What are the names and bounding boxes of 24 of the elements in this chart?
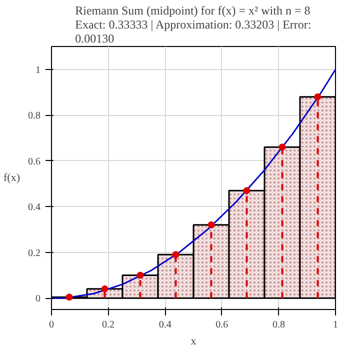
point bbox=[314, 93, 322, 100]
point bbox=[208, 221, 215, 228]
x-tick-label: 0.2 bbox=[102, 320, 115, 330]
point bbox=[278, 144, 286, 151]
point bbox=[172, 251, 180, 258]
y-tick-label: 0.4 bbox=[28, 202, 40, 214]
x-tick-label: 0.8 bbox=[272, 320, 285, 330]
x-tick-label: 1 bbox=[333, 320, 338, 330]
x-tick-label: 0.6 bbox=[216, 320, 228, 330]
y-tick-label: 1 bbox=[36, 64, 40, 76]
point bbox=[136, 272, 144, 279]
x-tick-label: 0.4 bbox=[158, 320, 172, 330]
y-axis-title: f(x) bbox=[4, 172, 20, 184]
y-tick-label: 0.8 bbox=[28, 110, 40, 122]
y-tick-label: 0.6 bbox=[28, 156, 40, 168]
point bbox=[66, 294, 73, 301]
x-tick-label: 0 bbox=[49, 320, 54, 330]
x-axis-title: x bbox=[190, 336, 197, 348]
point bbox=[101, 285, 108, 292]
chart-subtitle: Exact: 0.33333 | Approximation: 0.33203 | Error: 0.00130 bbox=[75, 18, 312, 46]
y-tick-label: 0.2 bbox=[28, 248, 40, 259]
y-tick-label: 0 bbox=[36, 294, 40, 305]
chart-title: Riemann Sum (midpoint) for f(x) = x² with n = 8 bbox=[75, 4, 310, 18]
point bbox=[243, 187, 250, 194]
